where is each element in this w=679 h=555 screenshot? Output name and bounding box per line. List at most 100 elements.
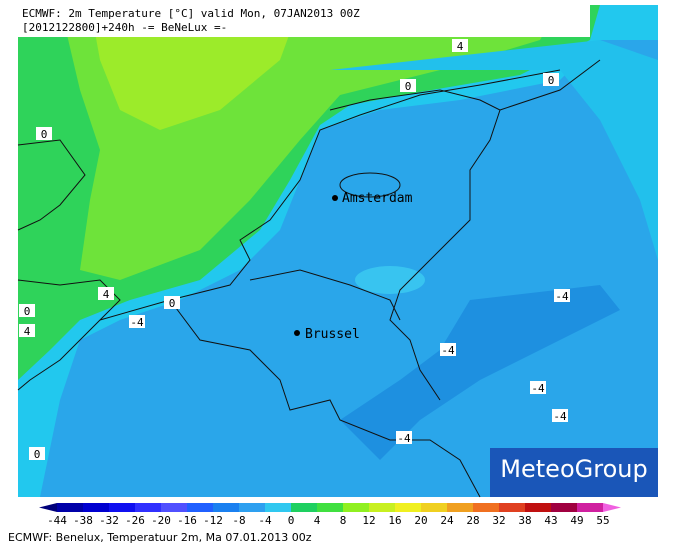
colorbar-tick-label: -38 bbox=[73, 514, 93, 527]
contour-label: -4 bbox=[130, 316, 144, 329]
colorbar-tick-label: 0 bbox=[288, 514, 295, 527]
colorbar-tick-label: 32 bbox=[492, 514, 505, 527]
contour-label: -4 bbox=[531, 382, 545, 395]
header-line: [2012122800]+240h -= BeNeLux =- bbox=[22, 21, 227, 34]
colorbar-segment bbox=[395, 503, 421, 512]
city-dot bbox=[332, 195, 338, 201]
colorbar-segment bbox=[213, 503, 239, 512]
nl-de-border bbox=[329, 89, 501, 401]
logo-box bbox=[490, 448, 658, 497]
colorbar-segment bbox=[369, 503, 395, 512]
contour-label: 0 bbox=[548, 74, 555, 87]
colorbar-segment bbox=[161, 503, 187, 512]
contour-label-box bbox=[19, 304, 35, 317]
coastline-uk bbox=[17, 139, 86, 231]
coastline bbox=[99, 69, 561, 321]
contour-label-box bbox=[164, 296, 180, 309]
mild-patch bbox=[355, 266, 425, 294]
colorbar-tick-label: 49 bbox=[570, 514, 583, 527]
colorbar-tick-label: -16 bbox=[177, 514, 197, 527]
colorbar-segment bbox=[499, 503, 525, 512]
footer: ECMWF: Benelux, Temperatuur 2m, Ma 07.01… bbox=[8, 531, 312, 544]
logo: MeteoGroup bbox=[500, 455, 647, 483]
colorbar-tick-label: -32 bbox=[99, 514, 119, 527]
contour-label: 4 bbox=[457, 40, 464, 53]
contour-label: -4 bbox=[553, 410, 567, 423]
colorbar-segment bbox=[239, 503, 265, 512]
contour-label: 0 bbox=[169, 297, 176, 310]
colorbar-tick-label: 24 bbox=[440, 514, 454, 527]
contour-label-box bbox=[554, 289, 570, 302]
colorbar-tick-label: -4 bbox=[258, 514, 272, 527]
colorbar-tick-label: 8 bbox=[340, 514, 347, 527]
contour-label: 0 bbox=[24, 305, 31, 318]
colorbar-segment bbox=[317, 503, 343, 512]
borders bbox=[17, 59, 601, 498]
colorbar-tick-label: -12 bbox=[203, 514, 223, 527]
contour-label-box bbox=[400, 79, 416, 92]
colorbar-tick-label: 43 bbox=[544, 514, 557, 527]
city-label: Amsterdam bbox=[342, 191, 413, 206]
colorbar-segment bbox=[447, 503, 473, 512]
contour-label-box bbox=[396, 431, 412, 444]
contour-label: -4 bbox=[441, 344, 455, 357]
colorbar: -44 -38 -32 -26 -20 -16 -12 -8 -4 0 4 8 12 16 20 24 28 32… bbox=[39, 503, 621, 527]
colorbar-segment bbox=[57, 503, 83, 512]
colorbar-segment bbox=[83, 503, 109, 512]
coastal-zone bbox=[330, 40, 658, 260]
ijsselmeer bbox=[339, 172, 401, 198]
contour-label-box bbox=[530, 381, 546, 394]
city-label: Brussel bbox=[305, 327, 360, 342]
contour-label: 0 bbox=[405, 80, 412, 93]
colorbar-tick-label: 38 bbox=[518, 514, 531, 527]
colorbar-arrow bbox=[603, 503, 621, 512]
contour-label-box bbox=[452, 39, 468, 52]
colorbar-tick-label: -26 bbox=[125, 514, 145, 527]
colorbar-segment bbox=[109, 503, 135, 512]
coastline-fr-uk bbox=[17, 279, 121, 391]
contour-label-box bbox=[440, 343, 456, 356]
colorbar-tick-label: -20 bbox=[151, 514, 171, 527]
contour-label-box bbox=[36, 127, 52, 140]
colorbar-tick-label: -8 bbox=[232, 514, 245, 527]
colorbar-segment bbox=[291, 503, 317, 512]
contour-label: -4 bbox=[555, 290, 569, 303]
colorbar-segment bbox=[187, 503, 213, 512]
colorbar-tick-label: 20 bbox=[414, 514, 427, 527]
colorbar-segment bbox=[525, 503, 551, 512]
colorbar-segment bbox=[473, 503, 499, 512]
colorbar-tick-label: 55 bbox=[596, 514, 609, 527]
colorbar-segment bbox=[135, 503, 161, 512]
colorbar-arrow bbox=[39, 503, 57, 512]
colorbar-segment bbox=[265, 503, 291, 512]
be-fr-border bbox=[169, 299, 481, 498]
contour-label-box bbox=[19, 324, 35, 337]
colorbar-tick-label: 28 bbox=[466, 514, 479, 527]
colorbar-tick-label: 12 bbox=[362, 514, 375, 527]
colorbar-segment bbox=[577, 503, 603, 512]
contour-labels: 4 0 0 0 4 0 -4 0 4 -4 -4 -4 -4 -4 0 bbox=[19, 39, 570, 461]
contour-label-box bbox=[29, 447, 45, 460]
colorbar-segment bbox=[421, 503, 447, 512]
contour-label-box bbox=[129, 315, 145, 328]
nl-be-border bbox=[249, 269, 401, 321]
header-line: ECMWF: 2m Temperature [°C] valid Mon, 07… bbox=[22, 7, 360, 20]
colorbar-tick-label: 16 bbox=[388, 514, 401, 527]
colorbar-tick-label: 4 bbox=[314, 514, 321, 527]
contour-label-box bbox=[98, 287, 114, 300]
contour-label-box bbox=[552, 409, 568, 422]
contour-label: 0 bbox=[34, 448, 41, 461]
colorbar-segment bbox=[343, 503, 369, 512]
header-box bbox=[18, 5, 590, 37]
contour-label: -4 bbox=[397, 432, 411, 445]
de-coast bbox=[499, 59, 601, 111]
contour-label-box bbox=[543, 73, 559, 86]
colorbar-segment bbox=[551, 503, 577, 512]
cold-area bbox=[340, 285, 620, 460]
contour-label: 4 bbox=[103, 288, 110, 301]
city-dot bbox=[294, 330, 300, 336]
contour-label: 0 bbox=[41, 128, 48, 141]
contour-label: 4 bbox=[24, 325, 31, 338]
colorbar-tick-label: -44 bbox=[47, 514, 67, 527]
